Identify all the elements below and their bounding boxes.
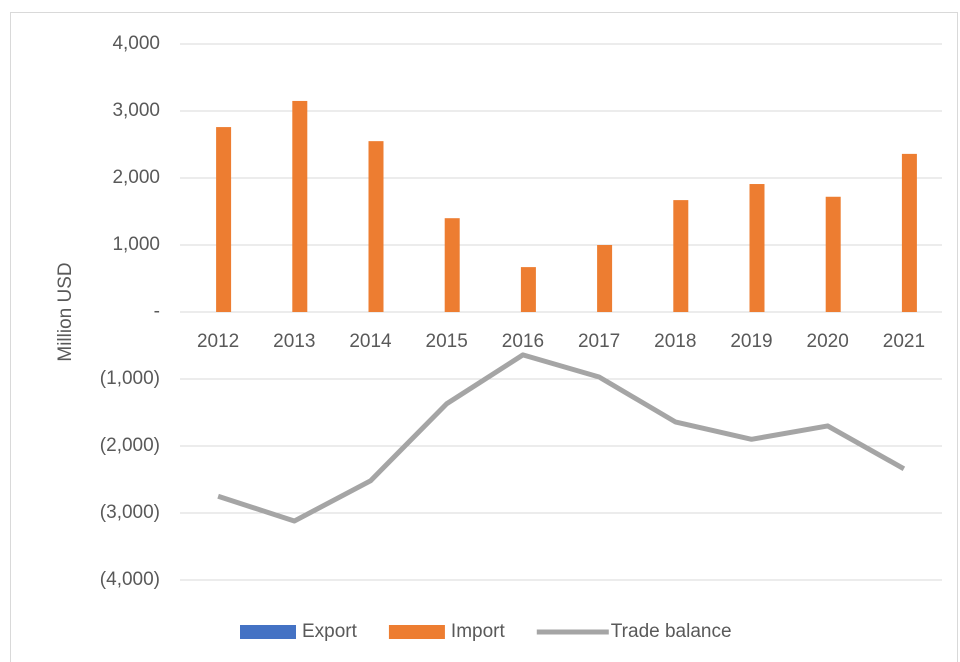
chart-frame: [10, 12, 958, 662]
bar: [292, 100, 308, 312]
y-tick-label: 4,000: [112, 33, 160, 54]
y-tick-label: (1,000): [100, 368, 160, 389]
x-tick-label: 2021: [883, 331, 925, 352]
legend-label: Export: [302, 621, 358, 642]
y-tick-label: 3,000: [112, 100, 160, 121]
bar: [749, 184, 765, 312]
x-tick-label: 2015: [426, 331, 468, 352]
y-tick-label: 1,000: [112, 234, 160, 255]
y-axis-label: Million USD: [55, 262, 76, 361]
legend-swatch: [388, 625, 445, 639]
bar: [597, 245, 613, 312]
y-tick-label: (4,000): [100, 569, 160, 590]
x-tick-label: 2014: [349, 331, 392, 352]
line: [217, 352, 906, 524]
legend-label: Import: [451, 621, 506, 642]
x-tick-label: 2013: [273, 331, 315, 352]
x-tick-label: 2020: [807, 331, 849, 352]
bar: [368, 141, 384, 312]
y-tick-label: 2,000: [112, 167, 160, 188]
bar: [216, 127, 232, 312]
bar: [825, 196, 841, 312]
x-tick-label: 2018: [654, 331, 696, 352]
x-tick-label: 2012: [197, 331, 239, 352]
x-tick-label: 2019: [730, 331, 772, 352]
bar: [520, 267, 536, 312]
y-tick-label: -: [154, 301, 160, 322]
legend-swatch: [240, 625, 296, 639]
legend-label: Trade balance: [611, 621, 732, 642]
y-tick-label: (2,000): [100, 435, 160, 456]
bar: [444, 218, 460, 312]
y-tick-label: (3,000): [100, 502, 160, 523]
bar: [901, 153, 917, 312]
x-tick-label: 2016: [502, 331, 544, 352]
bar: [673, 200, 689, 312]
x-tick-label: 2017: [578, 331, 620, 352]
